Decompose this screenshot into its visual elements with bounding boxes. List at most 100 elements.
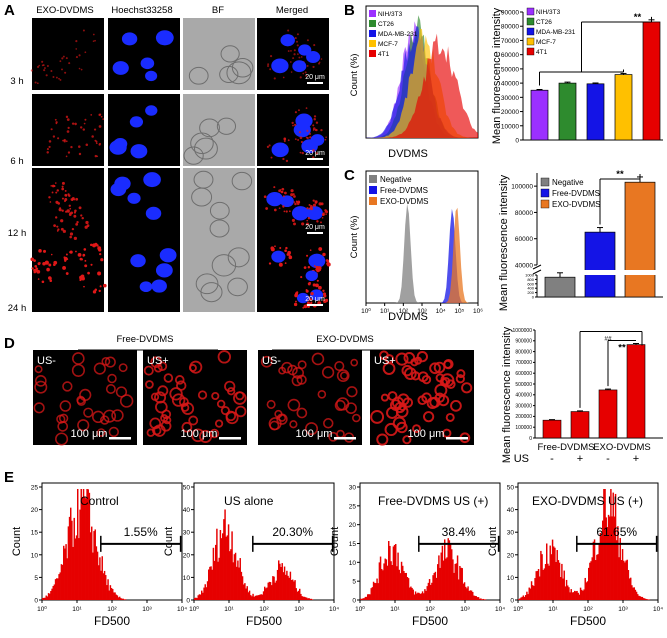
e-yticklabel: 30 xyxy=(183,530,191,537)
cell-ring xyxy=(334,360,345,372)
e-xticklabel: 10⁴ xyxy=(329,606,339,613)
red-puncta xyxy=(282,76,285,79)
e-hist-bin xyxy=(625,560,627,600)
red-puncta xyxy=(41,60,44,63)
red-puncta xyxy=(90,114,93,116)
e-hist-bin xyxy=(213,560,216,600)
red-puncta xyxy=(75,222,79,226)
e-hist-bin xyxy=(274,582,276,600)
e-hist-bin xyxy=(262,591,265,600)
e-hist-bin xyxy=(533,585,535,600)
red-puncta xyxy=(98,143,101,146)
e-hist-bin xyxy=(461,568,463,600)
red-puncta xyxy=(58,208,62,212)
legend-swatch xyxy=(540,188,550,198)
red-puncta xyxy=(300,276,303,279)
cell-ring xyxy=(421,374,432,385)
e-hist-bin xyxy=(381,568,383,600)
e-hist-bin xyxy=(519,598,521,600)
red-puncta xyxy=(301,222,305,226)
red-puncta xyxy=(83,285,85,288)
cell-ring xyxy=(234,405,247,418)
e-hist-bin xyxy=(596,554,598,600)
e-hist-bin xyxy=(575,591,577,600)
red-puncta xyxy=(36,65,40,69)
cell-ring xyxy=(93,362,106,375)
red-puncta xyxy=(263,195,267,199)
cell-ring xyxy=(211,391,220,401)
red-puncta xyxy=(80,214,83,217)
nucleus-blob xyxy=(306,51,321,64)
e-hist-bin xyxy=(484,599,487,600)
e-hist-bin xyxy=(554,547,556,600)
legend-label: NIH/3T3 xyxy=(378,11,403,18)
e-hist-bin xyxy=(119,596,121,600)
red-puncta xyxy=(97,246,102,251)
cell-ring xyxy=(323,418,334,429)
e-yticklabel: 5 xyxy=(352,579,356,586)
c-hist-xticklabel: 10¹ xyxy=(380,308,390,315)
red-puncta xyxy=(67,151,71,154)
b-bar-2 xyxy=(586,83,605,141)
red-puncta xyxy=(322,289,325,292)
cell-ring xyxy=(199,429,213,443)
e-hist-bin xyxy=(81,496,84,600)
e-hist-bin xyxy=(474,595,476,600)
red-puncta xyxy=(300,56,303,58)
e-hist-bin xyxy=(466,588,468,600)
red-puncta xyxy=(290,49,292,52)
e-yticklabel: 10 xyxy=(31,552,39,559)
red-puncta xyxy=(325,213,327,215)
e-hist-bin xyxy=(588,567,590,600)
e-hist-bin xyxy=(280,566,282,600)
e-hist-bin xyxy=(232,562,234,600)
d-us-sign: + xyxy=(633,453,639,465)
red-puncta xyxy=(37,278,40,280)
e-hist-bin xyxy=(426,586,428,600)
red-puncta xyxy=(269,55,273,58)
red-puncta xyxy=(267,64,270,68)
e-hist-bin xyxy=(362,598,364,600)
e-hist-bin xyxy=(42,597,44,600)
red-puncta xyxy=(286,253,290,256)
e-xticklabel: 10¹ xyxy=(72,606,82,613)
red-puncta xyxy=(75,40,78,43)
d-group-label: Free-DVDMS xyxy=(537,442,594,453)
red-puncta xyxy=(94,154,98,158)
red-puncta xyxy=(312,199,315,202)
nucleus-blob xyxy=(129,116,144,128)
cell-ring xyxy=(440,373,455,388)
scale-bar-label: 100 μm xyxy=(71,428,108,440)
e-hist-bin xyxy=(536,570,539,600)
e-hist-bin xyxy=(407,578,410,600)
e-hist-bin xyxy=(95,546,98,600)
red-puncta xyxy=(265,207,269,210)
c-hist-xticklabel: 10⁵ xyxy=(454,308,464,315)
d-tile-label: US+ xyxy=(374,355,396,367)
e-hist-bin xyxy=(285,574,287,600)
red-puncta xyxy=(50,128,53,131)
e-hist-bin xyxy=(269,582,272,600)
e-hist-bin xyxy=(592,541,595,600)
red-puncta xyxy=(48,140,52,143)
red-puncta xyxy=(99,285,102,288)
scale-bar-label: 100 μm xyxy=(296,428,333,440)
e-hist-bin xyxy=(582,590,584,600)
e-hist-bin xyxy=(481,599,483,600)
red-puncta xyxy=(62,229,66,233)
e-hist-bin xyxy=(210,566,212,600)
e-hist-bin xyxy=(562,578,564,600)
red-puncta xyxy=(290,189,294,193)
scale-bar xyxy=(219,437,241,440)
e-hist-bin xyxy=(520,597,522,600)
e-hist-bin xyxy=(293,581,295,600)
e-hist-bin xyxy=(360,598,362,600)
red-puncta xyxy=(294,138,297,140)
e-hist-bin xyxy=(433,572,435,600)
cell-ring xyxy=(111,409,124,422)
red-puncta xyxy=(309,136,312,139)
e-hist-bin xyxy=(385,559,388,600)
cell-outline xyxy=(193,170,214,189)
cell-outline xyxy=(231,171,253,191)
e-hist-bin xyxy=(616,540,618,600)
